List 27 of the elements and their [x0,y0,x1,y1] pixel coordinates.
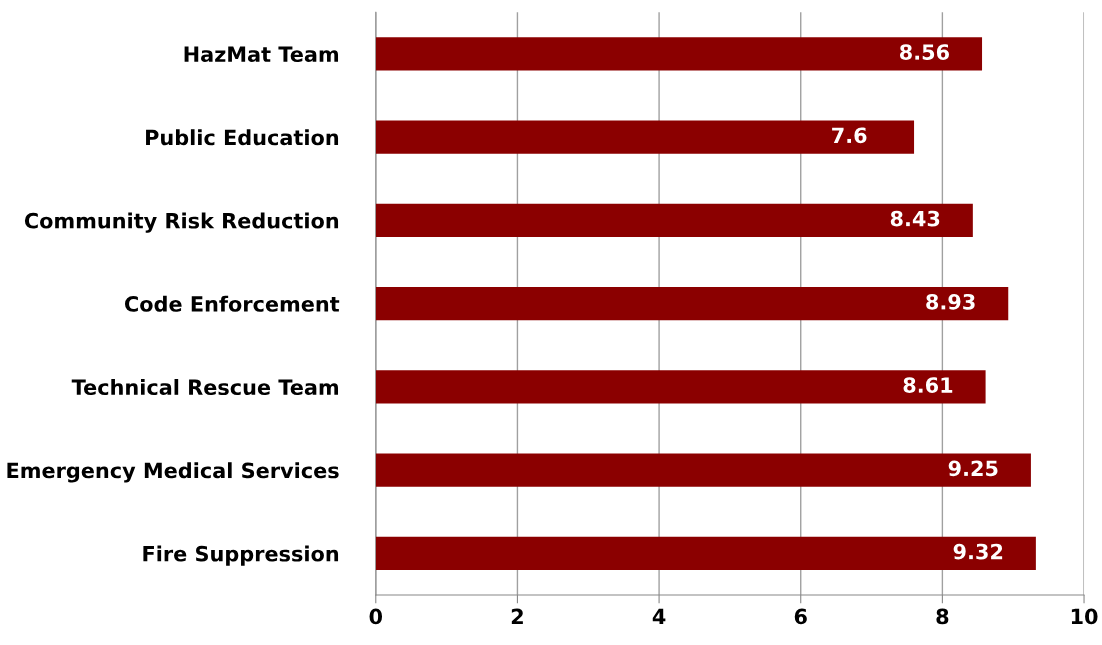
bar [375,286,1009,321]
data-label: 9.25 [948,460,998,477]
bar [375,536,1036,571]
y-tick-label: HazMat Team [184,46,339,63]
x-tick-label: 0 [369,608,383,625]
bar [375,37,983,71]
data-label: 8.61 [903,377,953,393]
y-tick-label: Fire Suppression [143,545,339,566]
y-tick-label: Code Enforcement [124,295,340,312]
data-label: 9.32 [953,543,1003,560]
y-tick-label: Technical Rescue Team [71,378,339,396]
y-tick-label: Public Education [146,129,339,146]
bar [375,453,1031,487]
data-label: 7.6 [832,127,867,144]
bar [375,370,986,404]
bar [375,203,973,238]
x-tick-label: 8 [936,608,949,625]
x-tick-label: 2 [511,608,523,625]
y-tick-label: Emergency Medical Services [7,462,339,483]
x-tick-label: 10 [1071,608,1098,625]
x-tick-label: 4 [652,608,666,625]
x-tick-label: 6 [794,608,807,625]
data-label: 8.43 [890,210,940,227]
y-tick-label: Community Risk Reduction [24,212,339,233]
bar [375,120,915,154]
data-label: 8.93 [926,293,975,310]
data-label: 8.56 [899,44,949,60]
